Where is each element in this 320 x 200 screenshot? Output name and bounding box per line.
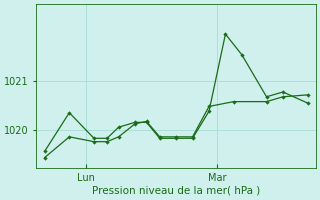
X-axis label: Pression niveau de la mer( hPa ): Pression niveau de la mer( hPa ) [92,186,260,196]
